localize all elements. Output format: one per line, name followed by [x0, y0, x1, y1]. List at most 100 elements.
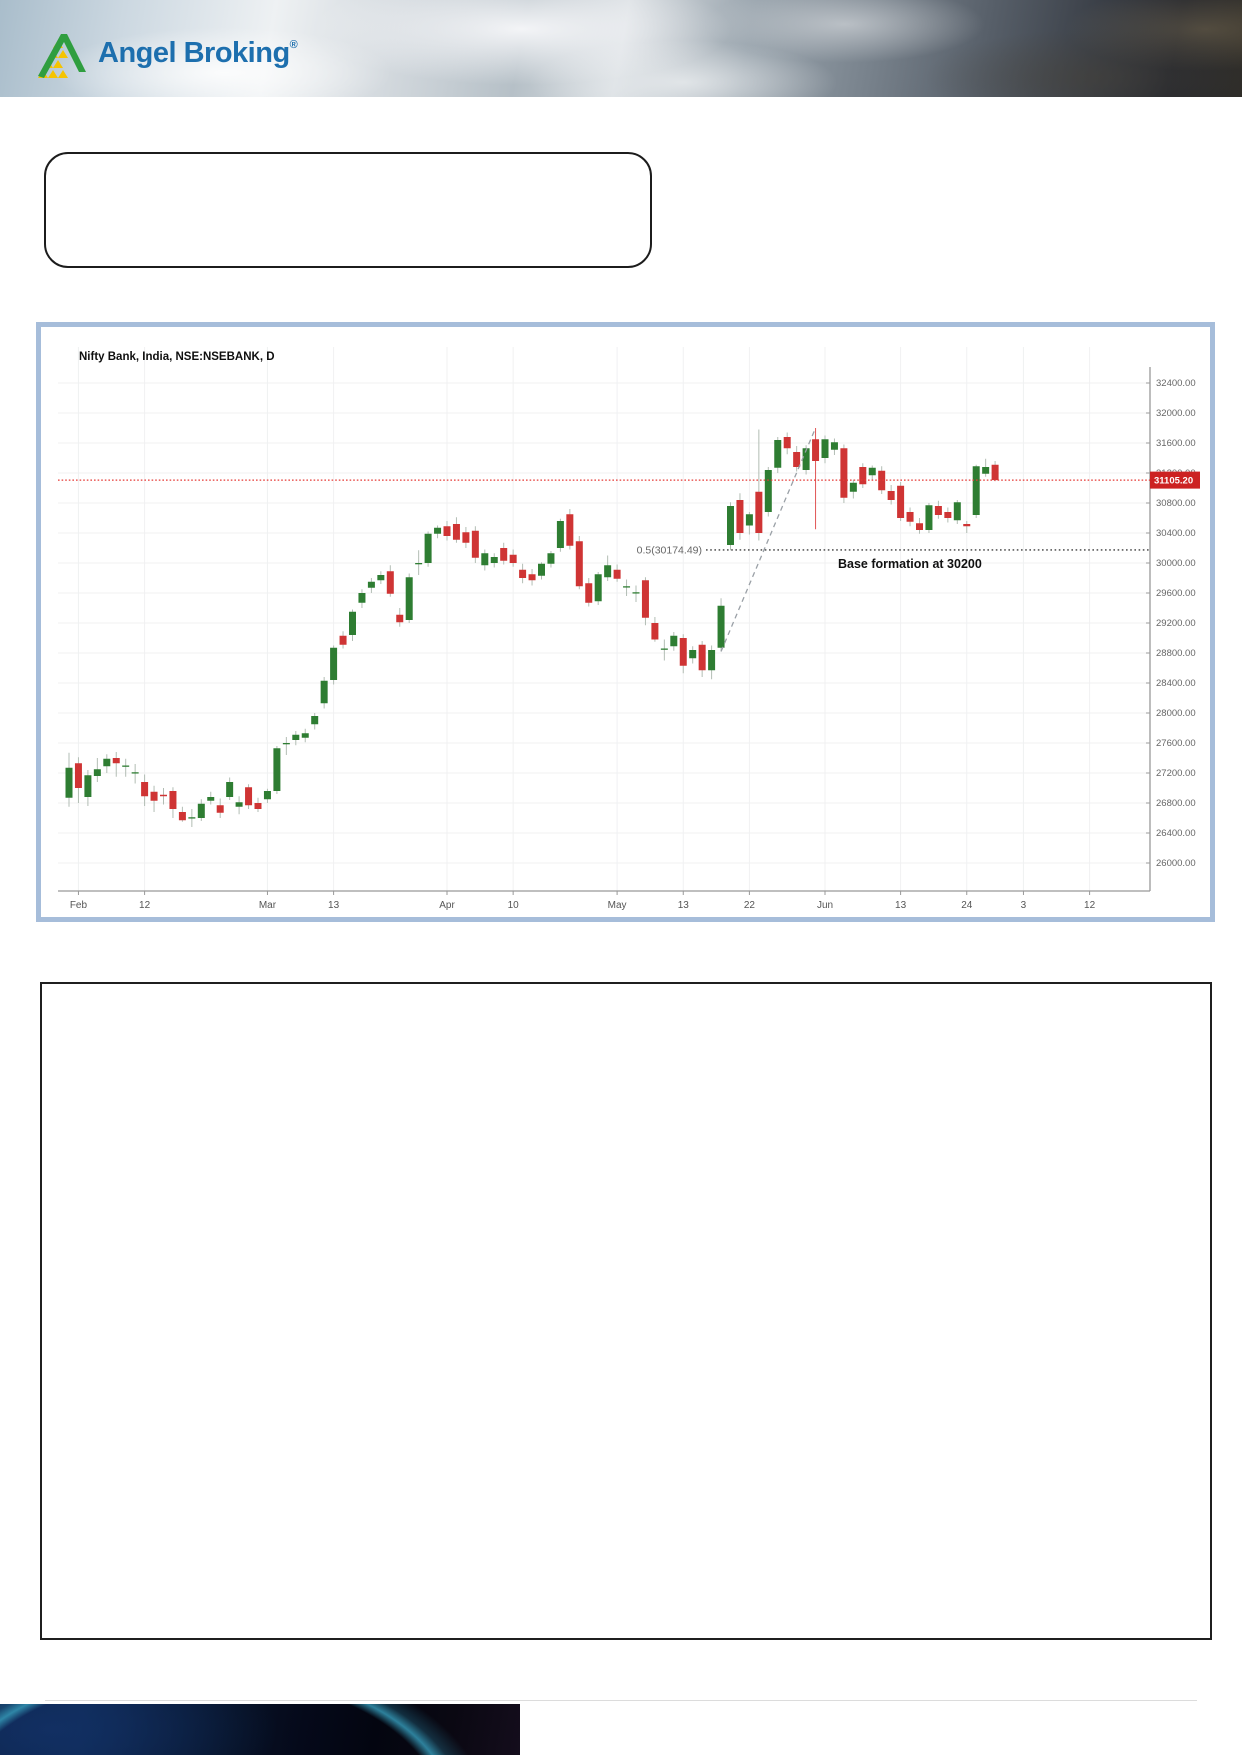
candle-body	[916, 523, 923, 530]
candle-body	[736, 500, 744, 533]
candle-body	[774, 440, 782, 468]
candle-body	[226, 782, 234, 797]
candle-body	[377, 575, 385, 581]
candle-body	[906, 512, 914, 522]
price-tick-label: 31600.00	[1156, 438, 1196, 449]
candlestick-chart: 32400.0032000.0031600.0031200.0030800.00…	[58, 347, 1200, 911]
candle-body	[490, 557, 498, 563]
candle-body	[434, 527, 442, 534]
candle-body	[604, 565, 612, 578]
candle-body	[245, 787, 253, 806]
candle-body	[982, 467, 990, 474]
candle-body	[500, 548, 508, 561]
header-banner: Angel Broking®	[0, 0, 1242, 97]
chart-title: Nifty Bank, India, NSE:NSEBANK, D	[79, 351, 275, 363]
candle-body	[698, 644, 706, 671]
content-box	[40, 982, 1212, 1640]
brand-logo: Angel Broking®	[34, 26, 298, 80]
candle-body	[944, 512, 952, 518]
date-tick-label: 3	[1021, 900, 1027, 911]
candle-body	[821, 439, 829, 458]
candle-body	[641, 580, 649, 618]
candle-body	[689, 650, 697, 659]
candle-body	[764, 470, 772, 512]
candle-body	[566, 514, 574, 546]
candle-body	[509, 554, 517, 563]
candle-body	[112, 758, 120, 764]
candle-body	[292, 734, 300, 740]
candle-body	[405, 577, 413, 620]
candle-body	[84, 775, 92, 797]
candle-body	[972, 466, 980, 515]
candle-body	[519, 569, 527, 578]
candle-body	[868, 467, 876, 476]
candle-body	[925, 505, 933, 530]
date-tick-label: 12	[139, 900, 151, 911]
price-tick-label: 32000.00	[1156, 408, 1196, 419]
candle-body	[651, 623, 659, 640]
candle-body	[840, 448, 848, 498]
fib-label: 0.5(30174.49)	[637, 544, 702, 556]
candle-body	[963, 524, 971, 527]
angel-broking-logo-icon	[38, 34, 86, 78]
candle-body	[65, 767, 73, 798]
candle-body	[415, 563, 423, 565]
candle-body	[623, 586, 631, 588]
price-tick-label: 29600.00	[1156, 588, 1196, 599]
candle-body	[150, 791, 158, 801]
candle-body	[953, 502, 961, 521]
candle-body	[755, 491, 763, 533]
price-tick-label: 29200.00	[1156, 618, 1196, 629]
candle-body	[538, 563, 545, 576]
candle-body	[849, 482, 857, 492]
candle-body	[670, 635, 678, 647]
candle-body	[396, 614, 404, 623]
candle-body	[74, 763, 82, 788]
candle-body	[793, 452, 801, 467]
chart-panel: 32400.0032000.0031600.0031200.0030800.00…	[36, 322, 1215, 922]
last-price-badge-label: 31105.20	[1154, 476, 1193, 487]
candle-body	[613, 569, 621, 579]
candle-body	[311, 716, 319, 725]
candle-body	[783, 437, 791, 449]
candle-body	[462, 532, 470, 543]
candle-body	[594, 574, 602, 602]
price-tick-label: 26800.00	[1156, 798, 1196, 809]
candle-body	[330, 647, 338, 680]
candle-body	[178, 812, 186, 821]
date-tick-label: May	[608, 900, 627, 911]
brand-name: Angel Broking	[98, 36, 290, 69]
candle-body	[679, 638, 687, 666]
price-tick-label: 27600.00	[1156, 738, 1196, 749]
price-tick-label: 26400.00	[1156, 828, 1196, 839]
candle-body	[859, 467, 867, 485]
candle-body	[358, 593, 366, 603]
date-tick-label: Jun	[817, 900, 833, 911]
footer-image	[0, 1704, 520, 1755]
candle-body	[660, 648, 668, 650]
candle-body	[141, 782, 149, 797]
candle-body	[452, 524, 460, 540]
price-tick-label: 30800.00	[1156, 498, 1196, 509]
date-tick-label: 22	[744, 900, 756, 911]
candle-body	[320, 680, 328, 704]
candle-body	[386, 571, 394, 594]
date-tick-label: Feb	[70, 900, 88, 911]
footer-divider	[45, 1700, 1197, 1701]
candle-body	[481, 553, 489, 566]
candle-body	[802, 448, 810, 470]
trendline	[720, 427, 817, 652]
candle-body	[632, 592, 640, 594]
registered-mark: ®	[289, 38, 298, 51]
candle-body	[367, 581, 375, 588]
base-annotation: Base formation at 30200	[838, 557, 982, 571]
candle-body	[556, 521, 564, 548]
price-tick-label: 28000.00	[1156, 708, 1196, 719]
price-tick-label: 30000.00	[1156, 558, 1196, 569]
date-tick-label: Mar	[259, 900, 277, 911]
candle-body	[131, 772, 139, 774]
date-tick-label: 10	[508, 900, 520, 911]
last-price-badge	[1150, 471, 1200, 489]
date-tick-label: 13	[895, 900, 907, 911]
